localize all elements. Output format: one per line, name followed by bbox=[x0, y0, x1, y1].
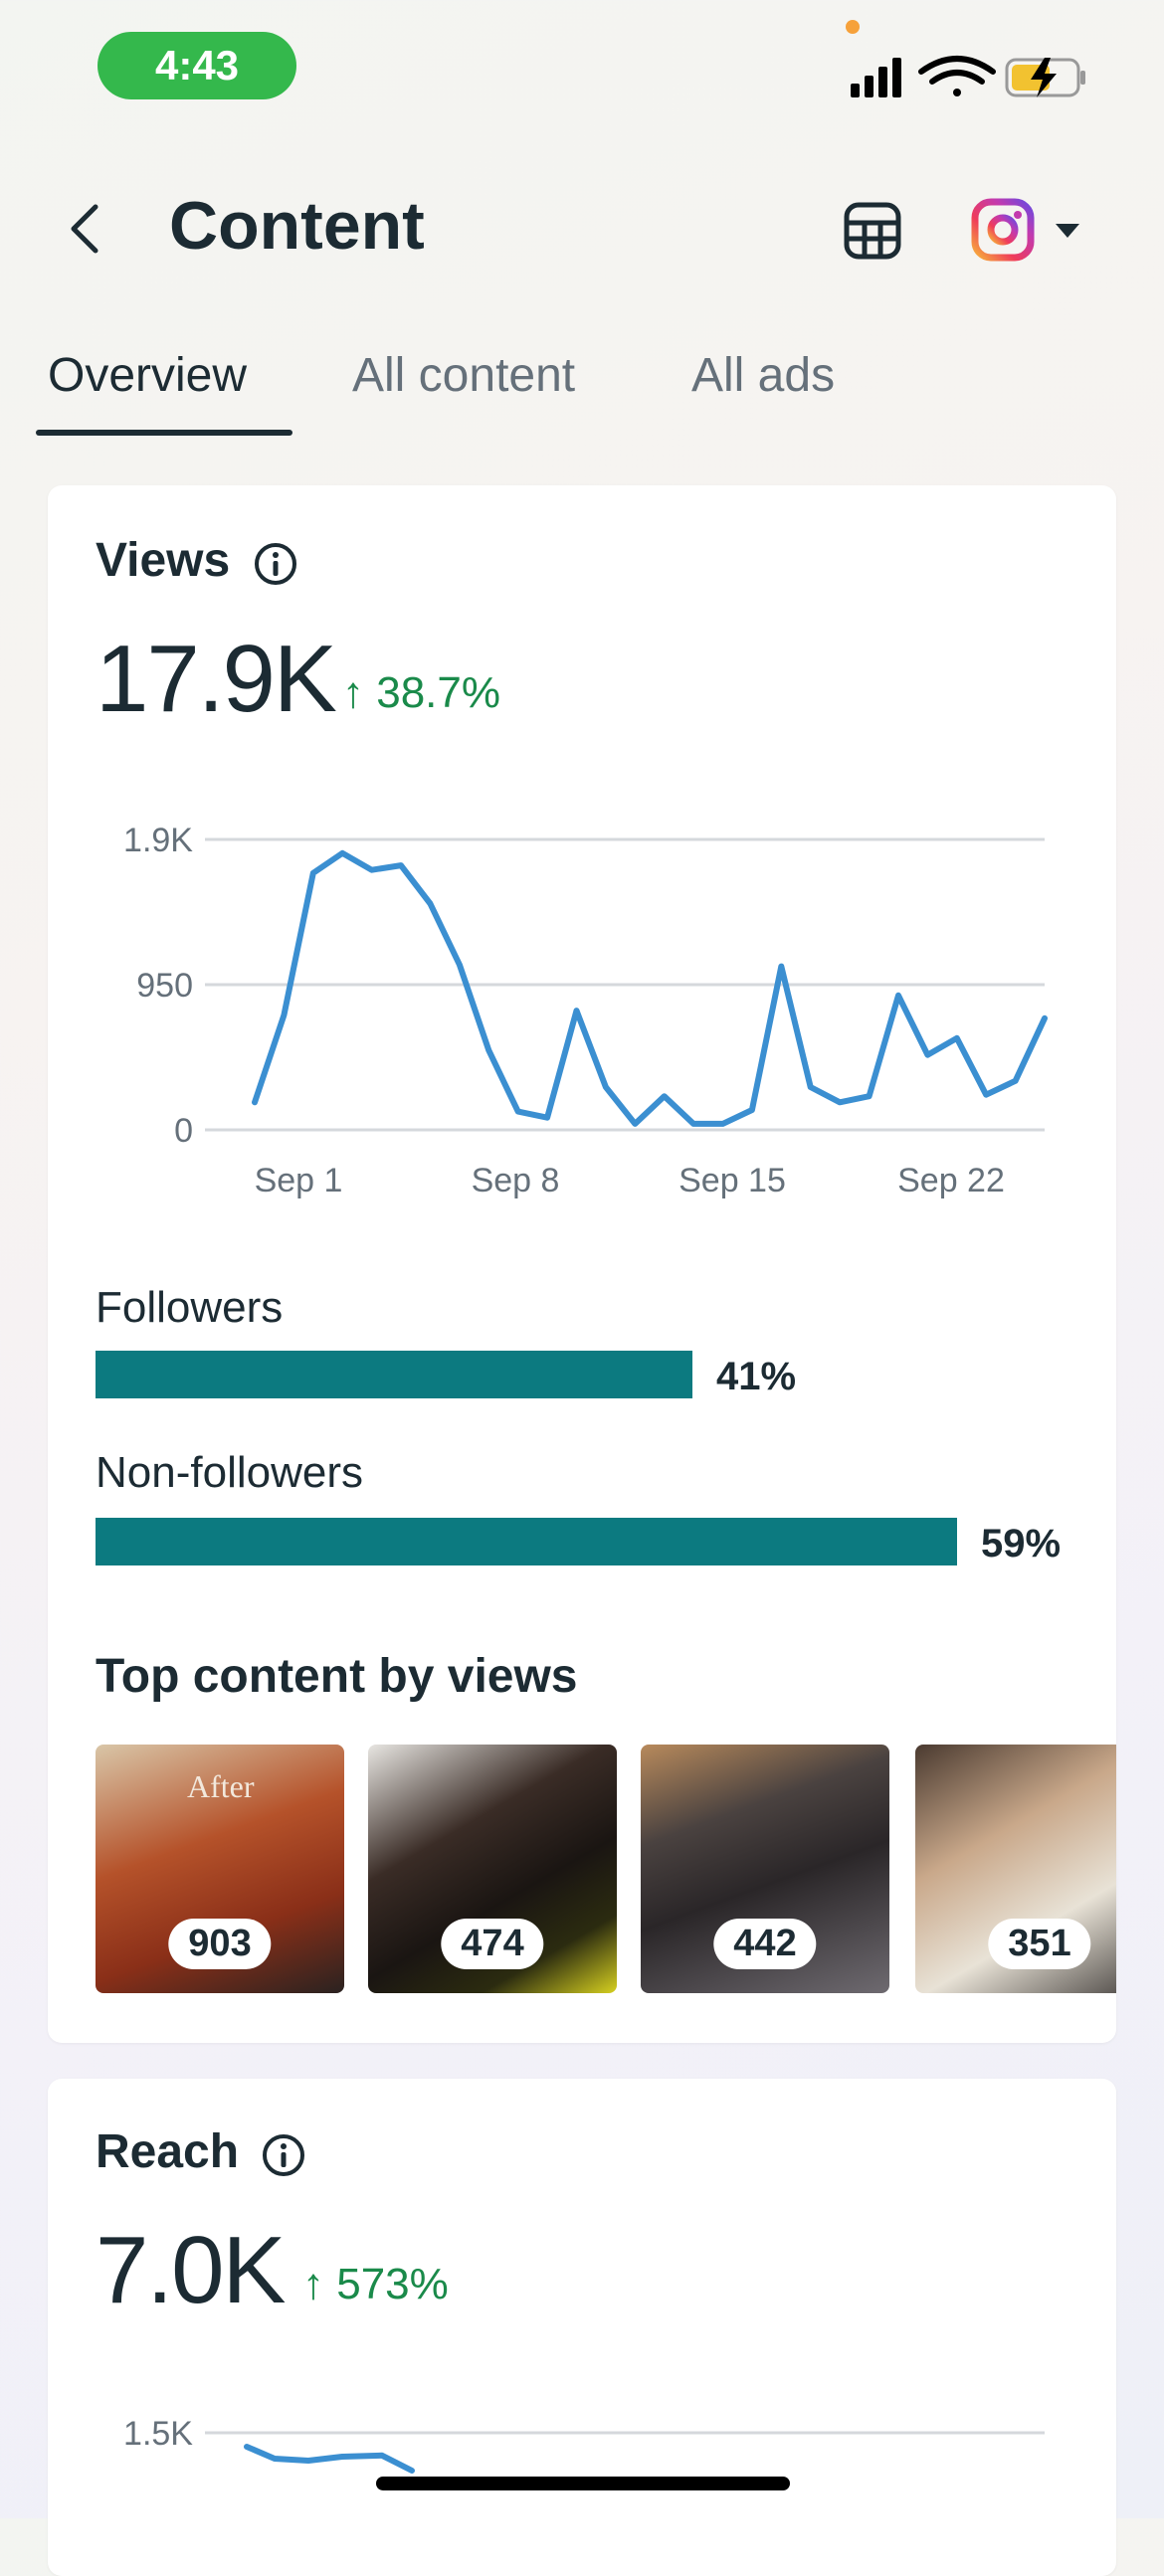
top-content-thumbnail[interactable]: 351 bbox=[915, 1745, 1116, 1993]
page-title: Content bbox=[169, 188, 425, 264]
table-export-icon[interactable] bbox=[841, 199, 904, 263]
x-tick-label: Sep 1 bbox=[255, 1162, 343, 1199]
back-chevron-icon[interactable] bbox=[58, 199, 117, 259]
status-icons bbox=[851, 56, 1085, 97]
wifi-icon bbox=[918, 56, 996, 96]
views-title: Views bbox=[96, 534, 231, 587]
x-tick-label: Sep 8 bbox=[472, 1162, 560, 1199]
views-card: Views 17.9K ↑ 38.7% 1.9K 950 0 Sep 1 Sep… bbox=[48, 485, 1116, 2043]
reach-total: 7.0K bbox=[96, 2217, 286, 2323]
top-content-title: Top content by views bbox=[96, 1650, 578, 1703]
recording-indicator-dot bbox=[846, 20, 860, 34]
x-tick-label: Sep 22 bbox=[897, 1162, 1005, 1199]
top-content-carousel: After 903 474 442 351 bbox=[48, 485, 1116, 2043]
top-content-thumbnail[interactable]: 442 bbox=[641, 1745, 889, 1993]
signal-icon bbox=[851, 58, 901, 97]
top-content-thumbnail[interactable]: After 903 bbox=[96, 1745, 344, 1993]
status-time: 4:43 bbox=[97, 32, 296, 99]
non-followers-percentage: 59% bbox=[981, 1522, 1062, 1565]
views-series-line bbox=[252, 849, 1048, 1127]
views-delta: ↑ 38.7% bbox=[342, 668, 500, 717]
tab-overview[interactable]: Overview bbox=[48, 349, 248, 402]
tab-all-ads[interactable]: All ads bbox=[691, 349, 836, 402]
followers-percentage: 41% bbox=[716, 1355, 797, 1398]
followers-bar-track bbox=[96, 1351, 957, 1398]
tab-all-content[interactable]: All content bbox=[352, 349, 576, 402]
x-tick-label: Sep 15 bbox=[679, 1162, 786, 1199]
y-tick-label: 950 bbox=[136, 967, 193, 1005]
thumbnail-view-count: 474 bbox=[441, 1919, 544, 1969]
views-info-icon[interactable] bbox=[253, 541, 298, 587]
reach-card: Reach 7.0K ↑ 573% 1.5K bbox=[48, 2079, 1116, 2576]
reach-title: Reach bbox=[96, 2125, 240, 2178]
views-line-chart: 1.9K 950 0 Sep 1 Sep 8 Sep 15 Sep 22 bbox=[123, 822, 1048, 1199]
thumbnail-view-count: 351 bbox=[988, 1919, 1091, 1969]
instagram-icon[interactable] bbox=[970, 197, 1036, 263]
thumbnail-view-count: 442 bbox=[713, 1919, 817, 1969]
views-total: 17.9K bbox=[96, 626, 337, 732]
non-followers-bar-track bbox=[96, 1518, 957, 1565]
followers-bar bbox=[96, 1351, 692, 1398]
followers-label: Followers bbox=[96, 1283, 284, 1332]
y-tick-label: 1.9K bbox=[123, 822, 193, 859]
top-content-thumbnail[interactable]: 474 bbox=[368, 1745, 617, 1993]
active-tab-indicator bbox=[36, 430, 292, 436]
y-tick-label: 1.5K bbox=[123, 2415, 193, 2453]
thumbnail-caption: After bbox=[187, 1768, 255, 1804]
account-switch-chevron-down-icon[interactable] bbox=[1053, 221, 1082, 241]
battery-charging-icon bbox=[1005, 58, 1085, 97]
non-followers-bar bbox=[96, 1518, 957, 1565]
reach-info-icon[interactable] bbox=[261, 2132, 306, 2178]
home-indicator bbox=[376, 2477, 790, 2490]
non-followers-label: Non-followers bbox=[96, 1448, 363, 1497]
y-tick-label: 0 bbox=[174, 1112, 193, 1150]
reach-series-line bbox=[244, 2444, 415, 2474]
reach-line-chart: 1.5K bbox=[123, 2415, 1045, 2474]
reach-delta: ↑ 573% bbox=[302, 2260, 449, 2308]
thumbnail-view-count: 903 bbox=[168, 1919, 272, 1969]
